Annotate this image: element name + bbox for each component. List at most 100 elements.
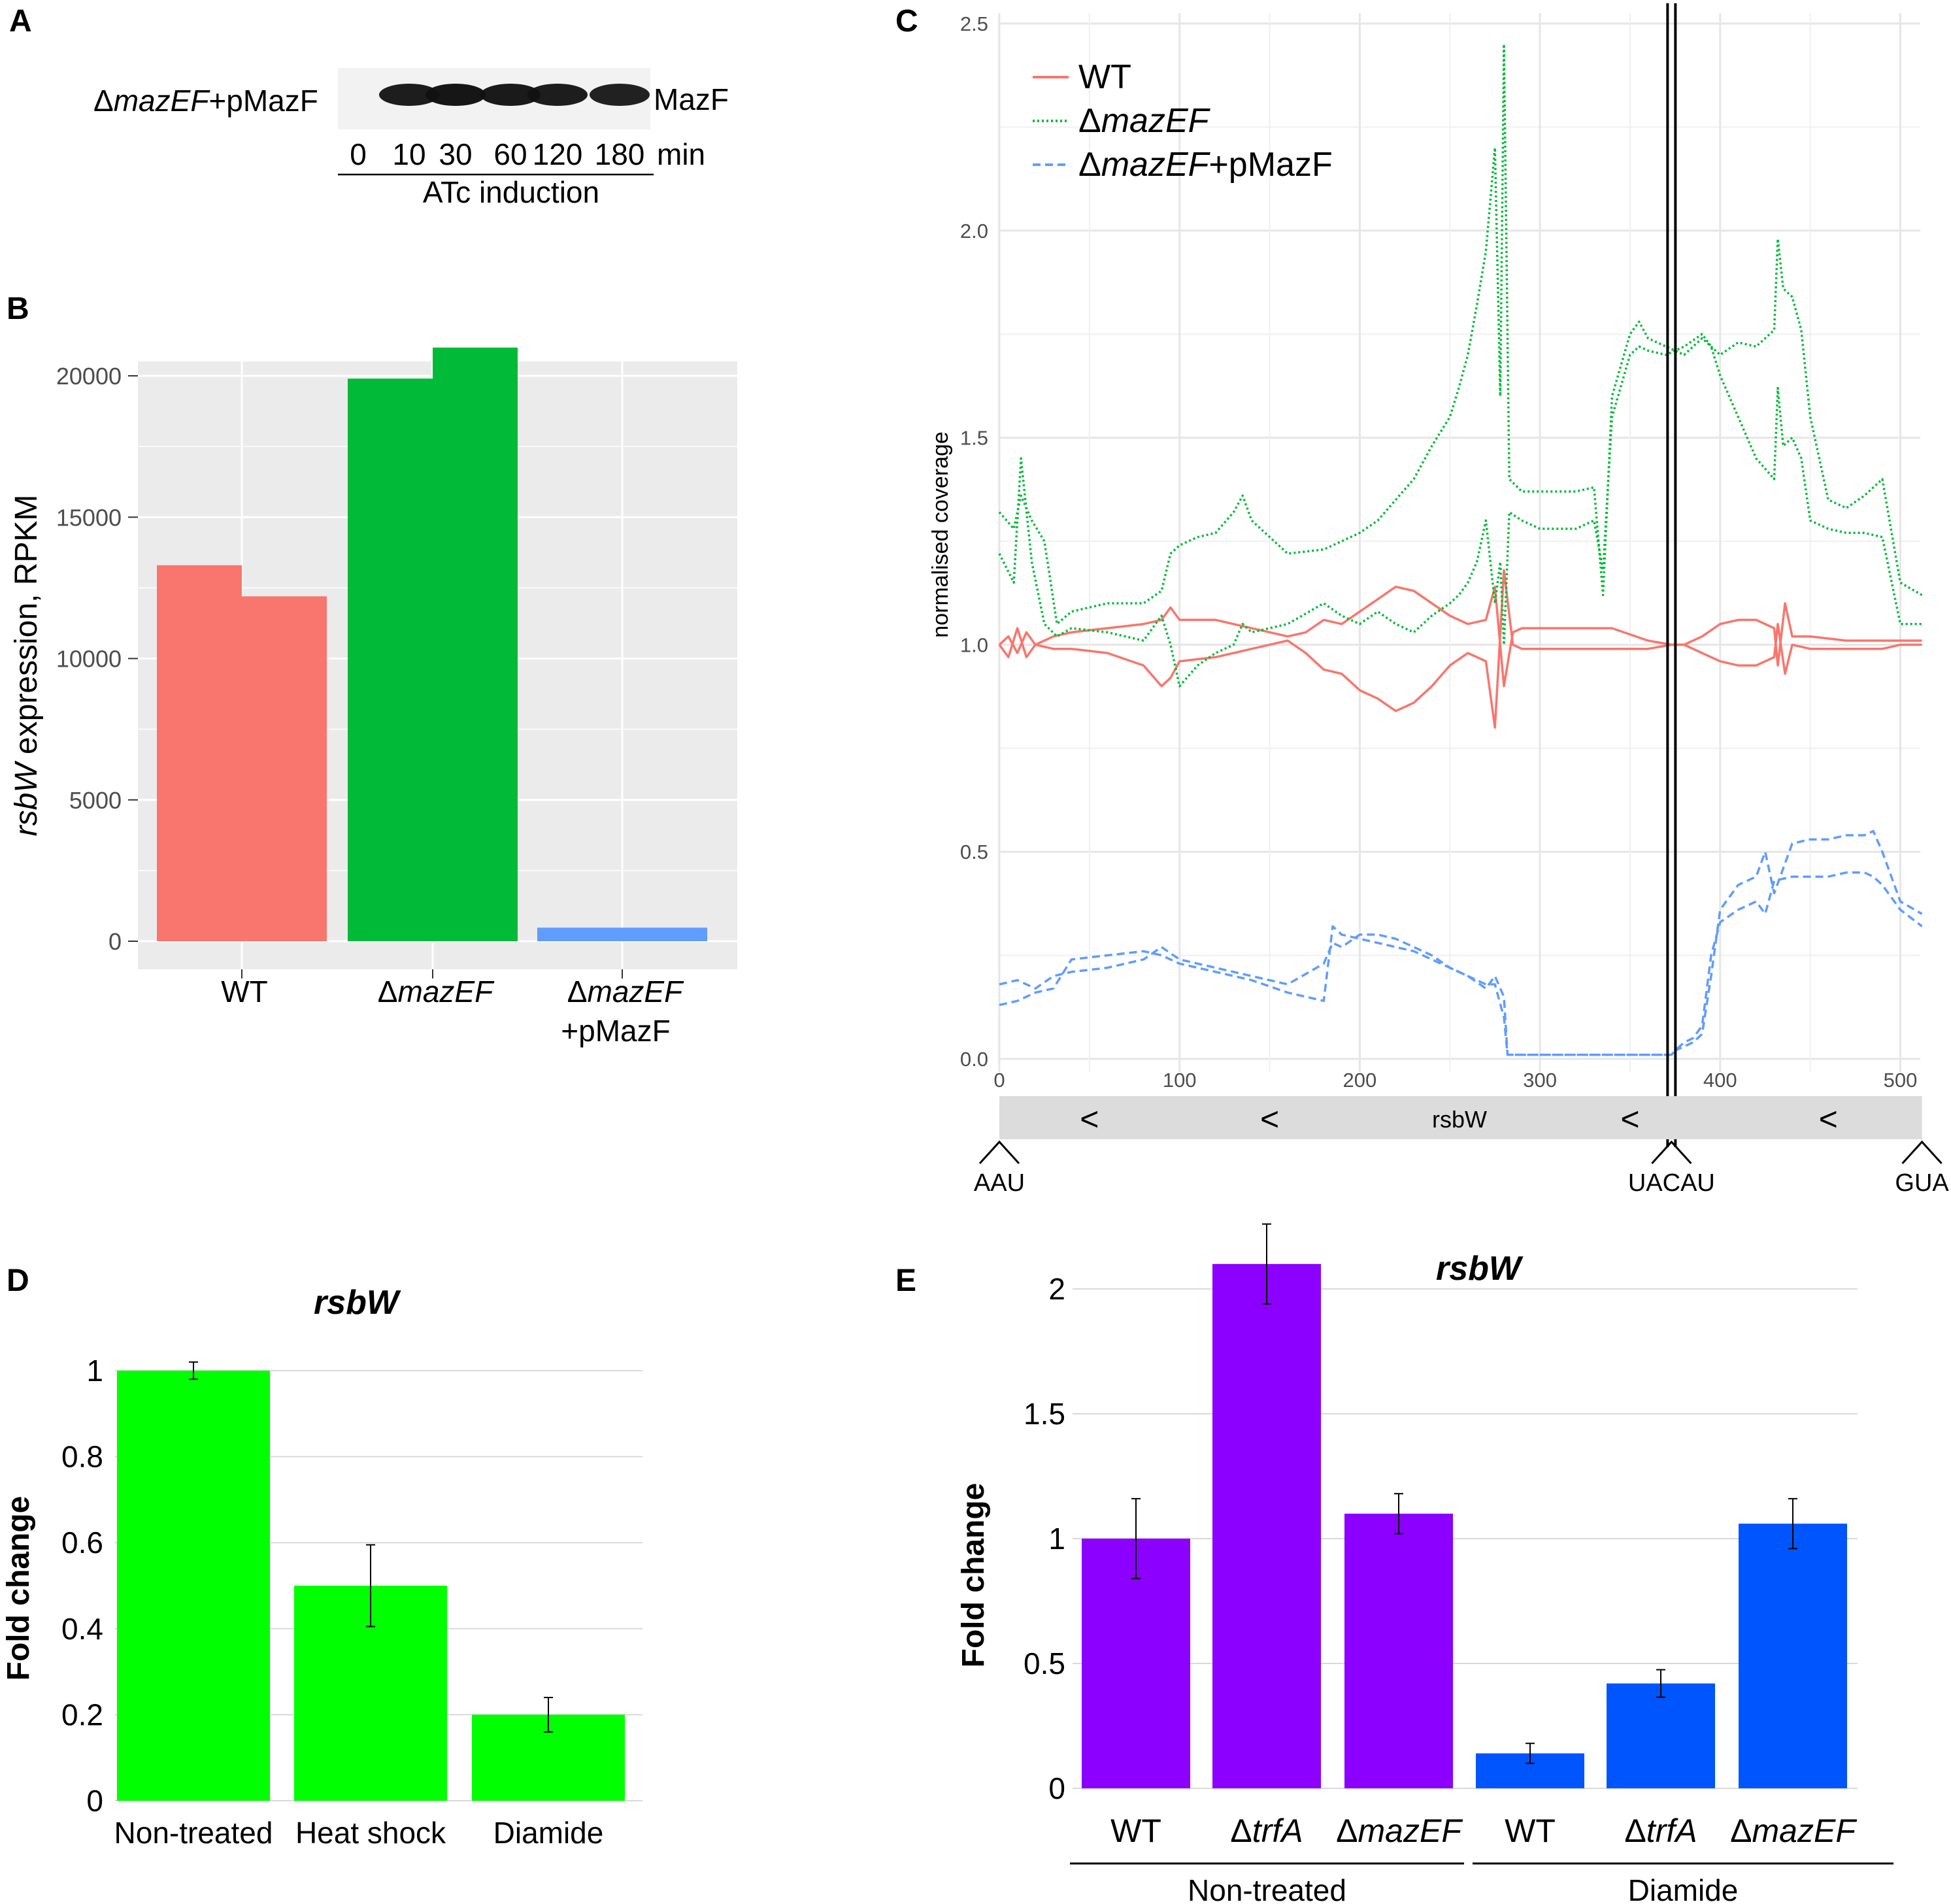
panel-d-label: D <box>7 1263 29 1298</box>
panel-d-bar <box>117 1371 270 1801</box>
panel-c-gene-bar <box>999 1096 1922 1139</box>
blot-lane-label: 0 <box>350 137 367 171</box>
panel-a-label: A <box>9 4 32 39</box>
panel-e-bars <box>1082 1223 1847 1788</box>
panel-d-title: rsbW <box>314 1284 401 1322</box>
panel-b-x-tick-label: WT <box>221 975 268 1009</box>
panel-c-gene-track: rsbW < < < < AAU UACAU GUA <box>974 1096 1949 1197</box>
panel-e-x-tick-label: ΔtrfA <box>1624 1812 1697 1849</box>
panel-d-y-tick-label: 1 <box>86 1354 103 1388</box>
panel-c-site-label: GUA <box>1895 1169 1949 1197</box>
panel-c-x-tick-label: 0 <box>993 1069 1005 1092</box>
panel-c-gene-arrow: < <box>1260 1101 1279 1137</box>
panel-b-label: B <box>7 292 29 326</box>
blot-protein-label: MazF <box>654 82 729 116</box>
blot-bands <box>379 84 650 106</box>
panel-c-site-bracket <box>1651 1140 1692 1165</box>
panel-d-y-tick-label: 0.4 <box>61 1612 103 1646</box>
blot-lane-label: 60 <box>493 137 527 171</box>
panel-d-y-axis-title: Fold change <box>1 1496 36 1681</box>
panel-b-bar <box>537 927 622 941</box>
panel-b-y-tick-label: 0 <box>108 928 122 955</box>
panel-b-y-ticks: 0 5000 10000 15000 20000 <box>56 363 138 955</box>
panel-e-y-tick-label: 2 <box>1048 1272 1065 1306</box>
panel-d-y-tick-label: 0 <box>86 1784 103 1818</box>
panel-c-x-tick-label: 100 <box>1163 1069 1197 1092</box>
panel-d-y-tick-label: 0.6 <box>61 1526 103 1560</box>
panel-e-y-tick-label: 1 <box>1048 1522 1065 1556</box>
panel-c-series-line <box>999 871 1923 1056</box>
blot-band <box>480 84 541 106</box>
panel-c-series-line <box>998 569 1922 729</box>
panel-d-x-ticks: Non-treated Heat shock Diamide <box>114 1816 604 1850</box>
panel-c-y-ticks: 0.0 0.5 1.0 1.5 2.0 2.5 <box>960 12 988 1071</box>
panel-c-y-tick-label: 2.5 <box>960 12 988 35</box>
panel-b-bar <box>157 565 242 941</box>
panel-c-gene-label: rsbW <box>1432 1106 1487 1133</box>
panel-e-bar <box>1344 1513 1453 1788</box>
panel-c-x-tick-label: 200 <box>1343 1069 1377 1092</box>
panel-c-site-label: UACAU <box>1628 1169 1715 1197</box>
panel-d-y-tick-label: 0.2 <box>61 1697 103 1731</box>
panel-c-x-ticks: 0 100 200 300 400 500 <box>993 1069 1917 1092</box>
panel-b-x-tick-label: ΔmazEF <box>378 975 495 1009</box>
blot-lane-label: 120 <box>533 137 583 171</box>
panel-e-x-tick-label: WT <box>1505 1812 1556 1849</box>
panel-c-y-axis-title: normalised coverage <box>928 431 953 638</box>
panel-c-site-label: AAU <box>974 1169 1025 1197</box>
panel-c-site-bracket <box>978 1140 1020 1165</box>
blot-lane-label: 180 <box>595 137 645 171</box>
panel-c-legend: WT ΔmazEF ΔmazEF+pMazF <box>1033 58 1333 184</box>
panel-e-bar <box>1082 1539 1190 1788</box>
panel-b-x-ticks: WT ΔmazEF ΔmazEF +pMazF <box>221 969 684 1048</box>
panel-a: A ΔmazEF+pMazF MazF 0 10 30 60 120 180 min ATc… <box>9 4 729 209</box>
panel-c-gene-arrow: < <box>1620 1101 1639 1137</box>
panel-b-y-tick-label: 5000 <box>69 787 122 814</box>
panel-e-y-ticks: 0 0.5 1 1.5 2 <box>1024 1272 1065 1805</box>
panel-e-group-label: Non-treated <box>1188 1873 1346 1904</box>
panel-c-grid <box>998 13 1920 1072</box>
panel-c-series-line <box>998 333 1922 688</box>
panel-c-x-tick-label: 400 <box>1703 1069 1737 1092</box>
panel-c-y-tick-label: 1.5 <box>960 427 988 450</box>
panel-e-x-tick-label: ΔtrfA <box>1230 1812 1303 1849</box>
blot-band <box>527 84 588 106</box>
blot-lane-label: 10 <box>392 137 425 171</box>
panel-e-bar <box>1212 1263 1321 1788</box>
panel-e-group-brackets: Non-treated Diamide <box>1070 1862 1893 1904</box>
panel-e-bar <box>1739 1524 1847 1788</box>
blot-unit-label: min <box>657 137 705 171</box>
blot-band <box>425 84 486 106</box>
blot-lane-label: 30 <box>439 137 472 171</box>
panel-b-bar <box>622 927 707 941</box>
panel-e-x-tick-label: ΔmazEF <box>1336 1812 1463 1849</box>
panel-b-x-tick-label: ΔmazEF <box>567 975 684 1009</box>
panel-c-y-tick-label: 0.5 <box>960 841 988 863</box>
panel-d-x-tick-label: Heat shock <box>295 1816 446 1850</box>
panel-e-y-tick-label: 0 <box>1048 1771 1065 1805</box>
panel-c-site-bracket <box>1901 1140 1943 1165</box>
panel-c-legend-label: ΔmazEF <box>1078 102 1211 140</box>
panel-c: C 0.0 0.5 1.0 1.5 2.0 2.5 0 100 200 300 400 500 no… <box>895 3 1949 1197</box>
panel-e-label: E <box>895 1263 916 1298</box>
panel-d-x-tick-label: Diamide <box>493 1816 604 1850</box>
panel-c-legend-label: WT <box>1078 58 1131 96</box>
panel-d-x-tick-label: Non-treated <box>114 1816 273 1850</box>
panel-b-y-axis-title: rsbW expression, RPKM <box>9 495 44 837</box>
panel-d: D rsbW 0 0.2 0.4 0.6 0.8 1 Non-treated Heat sh… <box>1 1263 642 1850</box>
panel-b-x-tick-label-line2: +pMazF <box>561 1014 670 1048</box>
panel-b-bar <box>242 596 327 941</box>
panel-e-x-ticks: WT ΔtrfA ΔmazEF WT ΔtrfA ΔmazEF <box>1110 1812 1857 1849</box>
panel-c-y-tick-label: 1.0 <box>960 633 988 656</box>
panel-c-lines <box>998 3 1923 1147</box>
panel-d-y-tick-label: 0.8 <box>61 1440 103 1474</box>
panel-e-grid <box>1073 1288 1858 1789</box>
panel-c-legend-label: ΔmazEF+pMazF <box>1078 146 1333 184</box>
panel-e-title: rsbW <box>1436 1250 1524 1288</box>
panel-b-y-tick-label: 15000 <box>56 504 122 531</box>
panel-b-bar <box>433 347 518 941</box>
panel-c-y-tick-label: 2.0 <box>960 220 988 242</box>
blot-band <box>590 84 650 106</box>
blot-lane-labels: 0 10 30 60 120 180 min <box>350 137 705 171</box>
